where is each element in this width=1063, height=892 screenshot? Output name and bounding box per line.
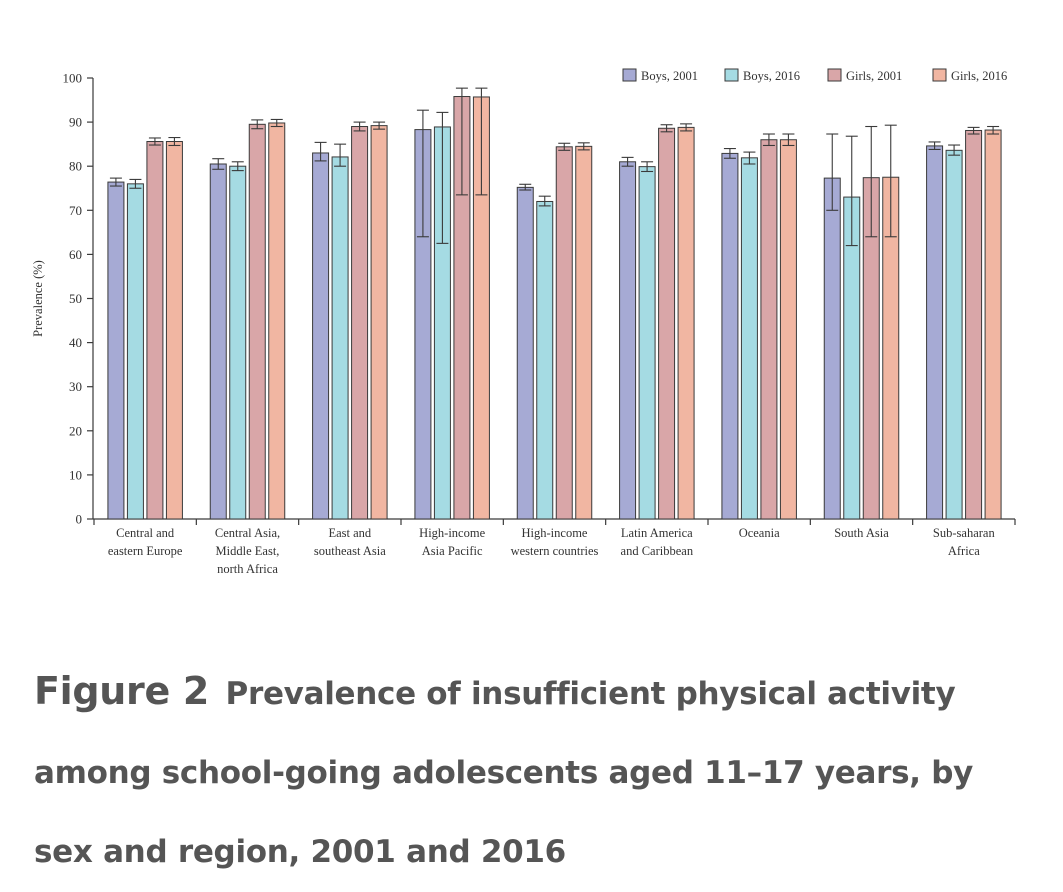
bar (370, 125, 388, 520)
legend-swatch (724, 68, 739, 82)
bar (677, 126, 695, 520)
bar (575, 145, 593, 520)
figure-caption: Figure 2 Prevalence of insufficient phys… (34, 652, 1034, 892)
bar (779, 139, 797, 520)
bar (165, 141, 183, 520)
y-tick-label: 0 (76, 512, 83, 527)
x-category-label: Sub-saharan (933, 526, 996, 540)
bar (107, 181, 125, 520)
x-category-label: Central Asia, (215, 526, 280, 540)
x-category-label: High-income (522, 526, 588, 540)
bar (146, 141, 164, 520)
x-category-label: north Africa (217, 562, 278, 576)
legend-label: Girls, 2001 (846, 69, 902, 83)
bar (619, 161, 637, 520)
bar (312, 152, 330, 520)
y-tick-label: 90 (69, 115, 82, 130)
bar (984, 129, 1002, 520)
y-tick-label: 100 (63, 71, 83, 86)
x-category-label: Latin America (621, 526, 693, 540)
x-category-label: Central and (116, 526, 175, 540)
bar (248, 123, 266, 520)
figure-label: Figure 2 (34, 669, 210, 713)
y-axis-label: Prevalence (%) (31, 260, 45, 337)
bar (229, 165, 247, 520)
figure-caption-text: Prevalence of insufficient physical acti… (34, 676, 974, 870)
y-tick-label: 40 (69, 335, 82, 350)
legend-swatch (622, 68, 637, 82)
bar (721, 152, 739, 520)
y-tick-label: 80 (69, 159, 82, 174)
bar (658, 127, 676, 520)
x-category-label: Oceania (739, 526, 780, 540)
x-category-label: Middle East, (216, 544, 280, 558)
bar (760, 139, 778, 520)
x-category-label: South Asia (834, 526, 889, 540)
legend-swatch (827, 68, 842, 82)
bar-chart: 0 10 20 30 40 50 60 70 80 90 100 Prevalence (%) Cent… (31, 68, 1016, 576)
x-category-label: eastern Europe (108, 544, 183, 558)
x-category-label: East and (328, 526, 371, 540)
bar (638, 166, 656, 520)
bar (351, 126, 369, 520)
bar (555, 146, 573, 520)
bar (268, 122, 286, 520)
bar (331, 156, 349, 520)
y-tick-label: 50 (69, 291, 82, 306)
x-category-label: Africa (948, 544, 980, 558)
y-tick-label: 10 (69, 467, 82, 482)
bar (516, 186, 534, 520)
bar (209, 163, 227, 520)
x-category-label: and Caribbean (621, 544, 694, 558)
x-category-label: western countries (511, 544, 599, 558)
bar (945, 149, 963, 520)
bar (740, 157, 758, 520)
y-tick-label: 30 (69, 379, 82, 394)
x-category-label: Asia Pacific (422, 544, 483, 558)
y-tick-label: 60 (69, 247, 82, 262)
bar (536, 200, 554, 520)
bar (965, 129, 983, 520)
y-tick-label: 70 (69, 203, 82, 218)
legend-label: Girls, 2016 (951, 69, 1007, 83)
x-category-label: High-income (419, 526, 485, 540)
bar (926, 145, 944, 520)
bar (823, 177, 841, 520)
legend-swatch (932, 68, 947, 82)
legend-label: Boys, 2016 (743, 69, 800, 83)
y-tick-label: 20 (69, 423, 82, 438)
bar (126, 183, 144, 520)
x-category-label: southeast Asia (314, 544, 386, 558)
legend-label: Boys, 2001 (641, 69, 698, 83)
